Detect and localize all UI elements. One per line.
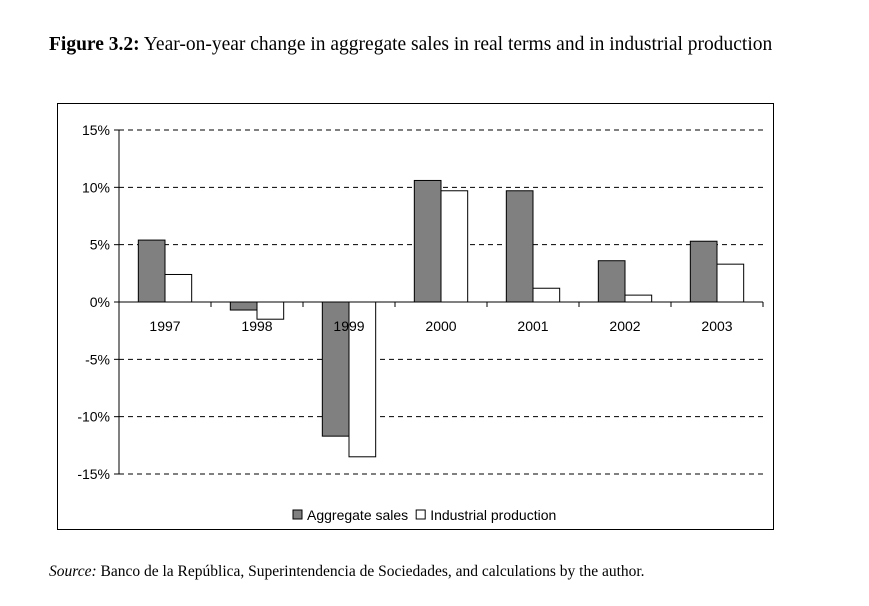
- bar-industrial-production: [164, 273, 193, 303]
- source-note: Source: Banco de la República, Superinte…: [49, 563, 645, 581]
- bar-industrial-production: [256, 301, 285, 320]
- x-tick-label: 1997: [149, 318, 180, 334]
- y-tick-label: 15%: [82, 122, 110, 138]
- figure-label: Figure 3.2:: [49, 34, 140, 55]
- bar-aggregate-sales: [689, 240, 718, 303]
- x-tick-label: 1998: [241, 318, 272, 334]
- y-tick-label: -5%: [85, 351, 110, 367]
- figure-caption: Figure 3.2: Year-on-year change in aggre…: [49, 33, 852, 57]
- bar-aggregate-sales: [413, 179, 442, 303]
- x-tick-label: 2003: [701, 318, 732, 334]
- bar-aggregate-sales: [229, 301, 258, 311]
- source-label: Source:: [49, 563, 97, 580]
- bar-industrial-production: [624, 294, 653, 303]
- legend-label: Industrial production: [430, 507, 556, 523]
- bar-aggregate-sales: [597, 260, 626, 303]
- y-tick-label: -10%: [77, 409, 110, 425]
- bar-industrial-production: [440, 190, 469, 303]
- x-tick-label: 1999: [333, 318, 364, 334]
- y-tick-label: 0%: [90, 294, 110, 310]
- bar-aggregate-sales: [137, 239, 166, 303]
- legend-swatch: [415, 509, 426, 520]
- legend-swatch: [292, 509, 303, 520]
- x-tick-label: 2000: [425, 318, 456, 334]
- bar-industrial-production: [532, 287, 561, 303]
- figure-caption-text: Year-on-year change in aggregate sales i…: [143, 34, 773, 55]
- y-tick-label: -15%: [77, 466, 110, 482]
- y-tick-label: 10%: [82, 179, 110, 195]
- bar-aggregate-sales: [505, 190, 534, 303]
- bar-industrial-production: [716, 263, 745, 303]
- legend-label: Aggregate sales: [307, 507, 408, 523]
- x-tick-label: 2001: [517, 318, 548, 334]
- y-tick-label: 5%: [90, 237, 110, 253]
- source-text: Banco de la República, Superintendencia …: [100, 563, 645, 580]
- chart-frame: [57, 103, 774, 530]
- x-tick-label: 2002: [609, 318, 640, 334]
